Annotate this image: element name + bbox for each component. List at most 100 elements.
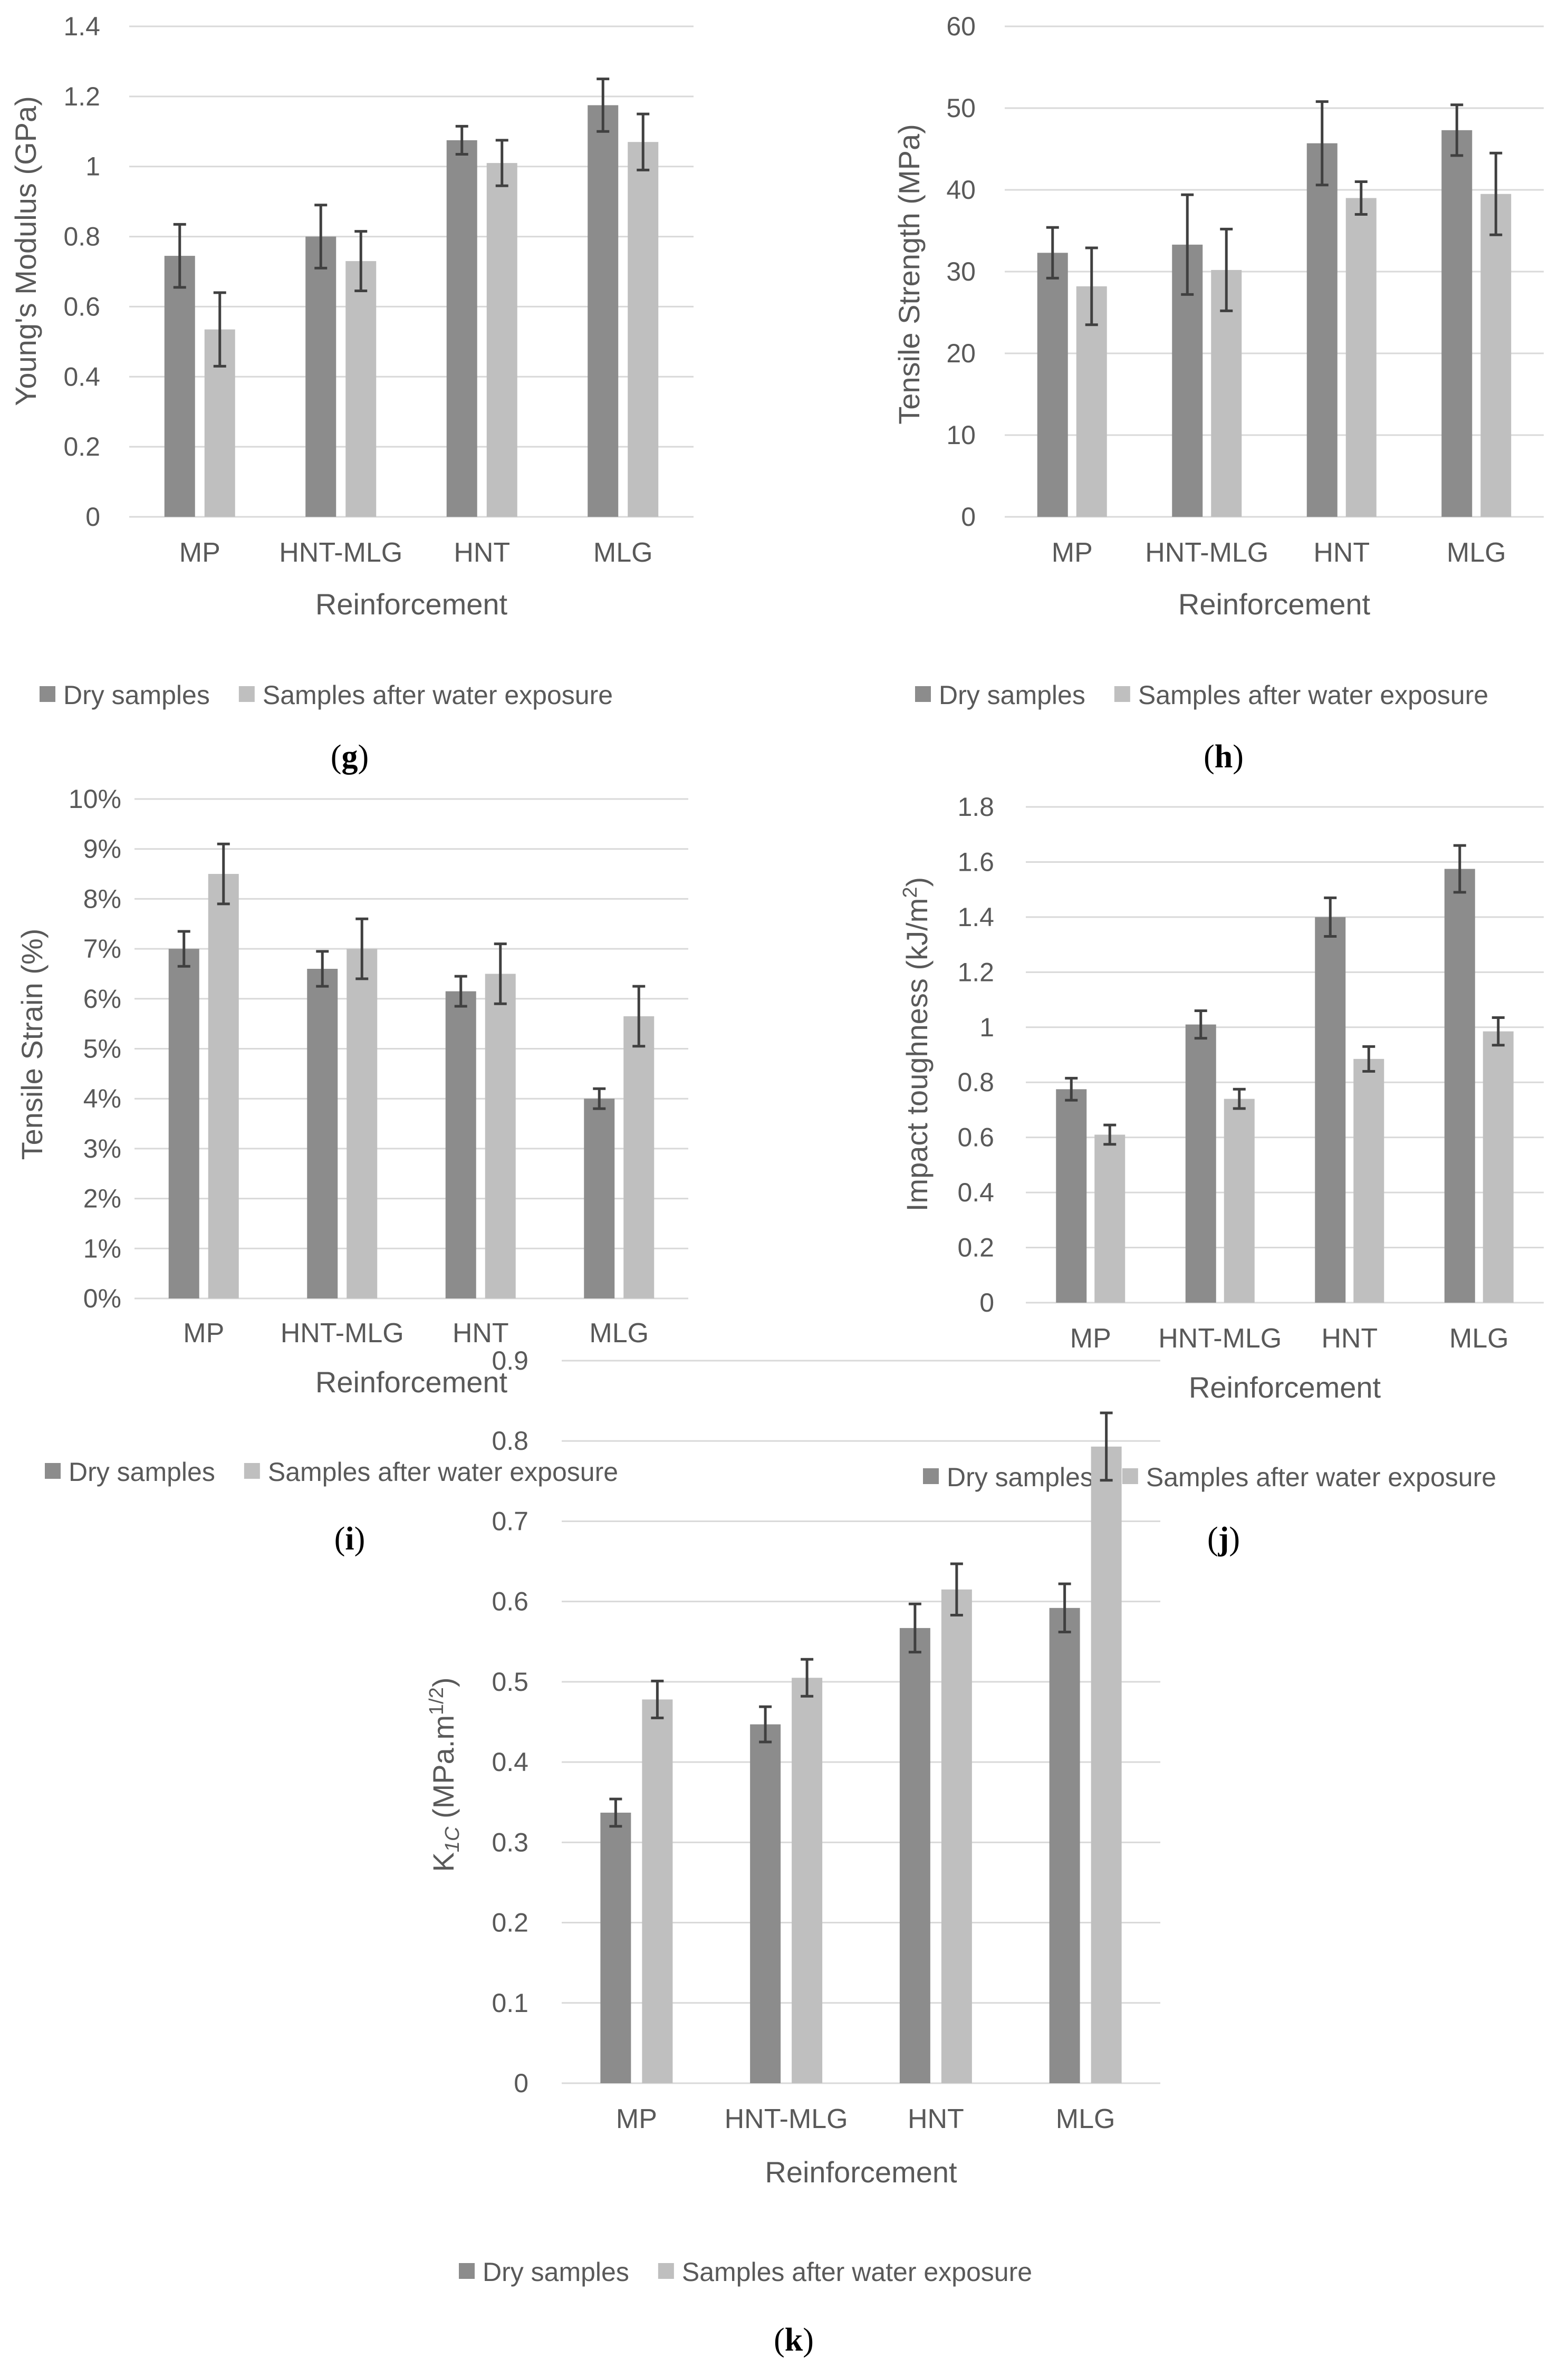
- y-tick-label: 0: [85, 502, 100, 532]
- error-bar: [1103, 1123, 1117, 1146]
- legend-label: Samples after water exposure: [1138, 680, 1488, 710]
- bar-dry: [168, 949, 199, 1298]
- error-bar: [177, 930, 190, 968]
- bar-water-exposure: [1480, 194, 1512, 517]
- y-tick-label: 0.3: [492, 1827, 528, 1857]
- error-bar: [173, 223, 186, 289]
- y-tick-label: 1.6: [957, 847, 994, 877]
- x-tick-label: MLG: [1447, 537, 1506, 568]
- y-tick-label: 0.8: [63, 222, 100, 252]
- error-bar: [651, 1679, 664, 1719]
- y-tick-label: 1: [85, 152, 100, 181]
- bar-dry: [1306, 143, 1338, 517]
- legend-label: Dry samples: [63, 680, 210, 710]
- panel-label-h: (h): [1204, 739, 1244, 775]
- y-tick-label: 4%: [83, 1084, 121, 1113]
- x-axis-title: Reinforcement: [765, 2155, 957, 2189]
- bar-dry: [305, 236, 336, 517]
- chart-k-y-axis-title: K1C (MPa.m1/2): [426, 1678, 464, 1872]
- legend-swatch: [658, 2263, 674, 2279]
- y-tick-label: 0.2: [63, 432, 100, 461]
- error-bar: [1489, 151, 1503, 236]
- legend-swatch: [1122, 1468, 1138, 1484]
- bar-dry: [1056, 1089, 1087, 1303]
- x-tick-label: MLG: [589, 1318, 649, 1349]
- y-tick-label: 0.6: [492, 1587, 528, 1616]
- y-tick-label: 0.9: [492, 1346, 528, 1375]
- error-bar: [354, 230, 368, 293]
- bar-water-exposure: [628, 142, 659, 517]
- x-tick-label: HNT-MLG: [725, 2104, 848, 2134]
- error-bar: [1220, 227, 1233, 312]
- x-tick-label: MLG: [1449, 1323, 1509, 1354]
- bar-water-exposure: [642, 1699, 673, 2083]
- panel-label-j: (j): [1207, 1521, 1240, 1557]
- y-tick-label: 1%: [83, 1234, 121, 1263]
- chart-j-y-axis-title: Impact toughness (kJ/m2): [899, 877, 934, 1211]
- error-bar: [1450, 103, 1464, 157]
- bar-dry: [1185, 1024, 1216, 1303]
- x-axis-title: Reinforcement: [1189, 1371, 1381, 1404]
- y-tick-label: 1.4: [957, 902, 994, 932]
- chart-k-fracture-toughness: 0 0.1 0.2 0.3 0.4 0.5 0.6 0.7 0.8 0.9 MP HNT-MLG HNT…: [459, 1346, 1160, 2287]
- panel-label-k: (k): [774, 2322, 814, 2358]
- bar-dry: [1441, 130, 1473, 517]
- y-tick-label: 2%: [83, 1184, 121, 1214]
- bar-water-exposure: [486, 163, 517, 517]
- error-bar: [217, 842, 230, 906]
- bar-water-exposure: [485, 974, 516, 1298]
- x-tick-label: MP: [183, 1318, 224, 1349]
- y-tick-label: 0.4: [63, 362, 100, 391]
- y-tick-label: 50: [946, 93, 976, 123]
- y-tick-label: 6%: [83, 984, 121, 1014]
- bar-water-exposure: [623, 1016, 655, 1298]
- error-bar: [1354, 180, 1368, 216]
- chart-i-tensile-strain: 0% 1% 2% 3% 4% 5% 6% 7% 8% 9% 10% MP HNT-MLG HNT MLG Re…: [45, 784, 688, 1487]
- error-bar: [950, 1562, 963, 1617]
- bar-water-exposure: [347, 949, 378, 1298]
- y-tick-label: 10%: [69, 784, 121, 814]
- error-bar: [314, 204, 328, 269]
- y-tick-label: 0: [979, 1288, 994, 1317]
- bar-water-exposure: [1353, 1058, 1384, 1303]
- y-tick-label: 0.8: [492, 1426, 528, 1456]
- y-tick-label: 20: [946, 339, 976, 368]
- legend-swatch: [244, 1463, 260, 1479]
- chart-j-impact-toughness: 0 0.2 0.4 0.6 0.8 1 1.2 1.4 1.6 1.8 MP HNT-MLG HNT ML…: [923, 792, 1544, 1492]
- bar-dry: [1037, 253, 1068, 517]
- y-tick-label: 40: [946, 175, 976, 205]
- y-tick-label: 1.2: [957, 957, 994, 987]
- chart-i-y-axis-title: Tensile Strain (%): [15, 929, 49, 1160]
- legend-label: Dry samples: [69, 1457, 215, 1487]
- y-tick-label: 0.4: [492, 1747, 528, 1777]
- y-tick-label: 0.7: [492, 1506, 528, 1536]
- x-axis-title: Reinforcement: [1178, 588, 1371, 621]
- error-bar: [455, 124, 468, 156]
- y-tick-label: 1.4: [63, 12, 100, 41]
- y-tick-label: 0.6: [957, 1123, 994, 1152]
- bar-dry: [899, 1628, 930, 2083]
- error-bar: [1181, 193, 1194, 296]
- chart-g-y-axis-title: Young's Modulus (GPa): [9, 96, 42, 406]
- error-bar: [454, 975, 467, 1008]
- error-bar: [1100, 1411, 1113, 1482]
- y-tick-label: 0.2: [492, 1908, 528, 1938]
- x-tick-label: MP: [616, 2104, 657, 2134]
- bar-dry: [588, 105, 619, 517]
- bar-dry: [1315, 917, 1346, 1303]
- x-tick-label: HNT-MLG: [1158, 1323, 1282, 1354]
- chart-g-youngs-modulus: 0 0.2 0.4 0.6 0.8 1 1.2 1.4 MP HNT-MLG HNT MLG Reinf…: [40, 12, 694, 710]
- bar-dry: [307, 968, 338, 1298]
- error-bar: [1453, 844, 1466, 894]
- legend-swatch: [915, 686, 931, 702]
- error-bar: [1362, 1045, 1375, 1073]
- x-tick-label: HNT-MLG: [279, 537, 402, 568]
- y-tick-label: 30: [946, 257, 976, 286]
- y-tick-label: 0.8: [957, 1067, 994, 1097]
- error-bar: [637, 112, 650, 171]
- y-tick-label: 0.6: [63, 292, 100, 321]
- y-tick-label: 60: [946, 12, 976, 41]
- y-tick-label: 0.4: [957, 1178, 994, 1207]
- y-tick-label: 1: [979, 1013, 994, 1042]
- x-tick-label: HNT: [453, 1318, 509, 1349]
